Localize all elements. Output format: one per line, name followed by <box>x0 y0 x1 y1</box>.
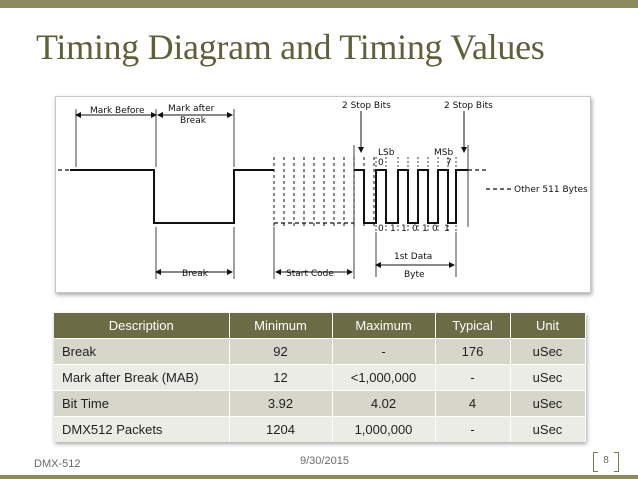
table-row: DMX512 Packets 1204 1,000,000 - uSec <box>54 416 586 442</box>
header-maximum: Maximum <box>332 313 436 339</box>
header-description: Description <box>54 313 230 339</box>
cell-maximum: 1,000,000 <box>332 416 436 442</box>
bit-value: 1 <box>390 224 396 234</box>
cell-minimum: 92 <box>229 338 333 365</box>
slide-title: Timing Diagram and Timing Values <box>36 27 545 67</box>
cell-minimum: 3.92 <box>229 390 333 417</box>
cell-typical: - <box>435 416 511 442</box>
table-row: Bit Time 3.92 4.02 4 uSec <box>54 390 586 417</box>
header-minimum: Minimum <box>229 313 333 339</box>
bit-value: 1 <box>401 224 407 234</box>
timing-diagram-svg: Mark Before Mark after Break 2 Stop Bits… <box>58 101 588 280</box>
cell-typical: 176 <box>435 338 511 365</box>
cell-description: Mark after Break (MAB) <box>54 364 230 391</box>
bit-boundaries <box>375 157 457 232</box>
waveform-data-byte <box>354 169 468 224</box>
mark-after-label-1: Mark after <box>168 104 215 114</box>
table-row: Mark after Break (MAB) 12 <1,000,000 - u… <box>54 364 586 391</box>
cell-minimum: 12 <box>229 364 333 391</box>
table-row: Break 92 - 176 uSec <box>54 338 586 365</box>
cell-unit: uSec <box>510 416 586 442</box>
cell-maximum: - <box>332 338 436 365</box>
bit-value: 1 <box>444 224 450 234</box>
bit-value: 0 <box>432 224 438 234</box>
bit-value: 1 <box>422 224 428 234</box>
stop-bits-label-1: 2 Stop Bits <box>342 101 391 111</box>
bit-value-labels: 0 1 1 0 1 0 1 <box>378 224 450 234</box>
footer-date: 9/30/2015 <box>300 455 349 467</box>
header-typical: Typical <box>435 313 511 339</box>
header-unit: Unit <box>510 313 586 339</box>
cell-unit: uSec <box>510 364 586 391</box>
top-accent-bar <box>0 0 638 8</box>
mark-after-label-2: Break <box>180 116 207 126</box>
lsb-label: LSb <box>378 148 395 158</box>
cell-typical: 4 <box>435 390 511 417</box>
bit-value: 0 <box>378 224 384 234</box>
cell-maximum: <1,000,000 <box>332 364 436 391</box>
timing-diagram: Mark Before Mark after Break 2 Stop Bits… <box>55 96 591 293</box>
start-code-label: Start Code <box>286 269 334 279</box>
first-data-label-1: 1st Data <box>394 252 432 262</box>
cell-description: DMX512 Packets <box>54 416 230 442</box>
cell-typical: - <box>435 364 511 391</box>
break-label: Break <box>182 269 209 279</box>
first-data-label-2: Byte <box>404 270 425 280</box>
other-bytes-label: Other 511 Bytes <box>514 185 588 195</box>
mark-before-label: Mark Before <box>90 106 145 116</box>
waveform-break-mab <box>70 169 274 224</box>
table-header-row: Description Minimum Maximum Typical Unit <box>54 313 586 339</box>
cell-unit: uSec <box>510 390 586 417</box>
msb-bit-label: 7 <box>446 158 452 168</box>
cell-description: Bit Time <box>54 390 230 417</box>
bottom-accent-bar <box>0 475 638 479</box>
cell-minimum: 1204 <box>229 416 333 442</box>
stop-bits-label-2: 2 Stop Bits <box>444 101 493 111</box>
msb-label: MSb <box>434 148 453 158</box>
cell-description: Break <box>54 338 230 365</box>
start-code-dashes <box>273 157 375 227</box>
cell-unit: uSec <box>510 338 586 365</box>
cell-maximum: 4.02 <box>332 390 436 417</box>
timing-values-table: Description Minimum Maximum Typical Unit… <box>54 313 586 442</box>
page-number: 8 <box>593 452 619 472</box>
footer-label: DMX-512 <box>34 458 81 470</box>
lsb-bit-label: 0 <box>378 158 384 168</box>
bit-value: 0 <box>412 224 418 234</box>
